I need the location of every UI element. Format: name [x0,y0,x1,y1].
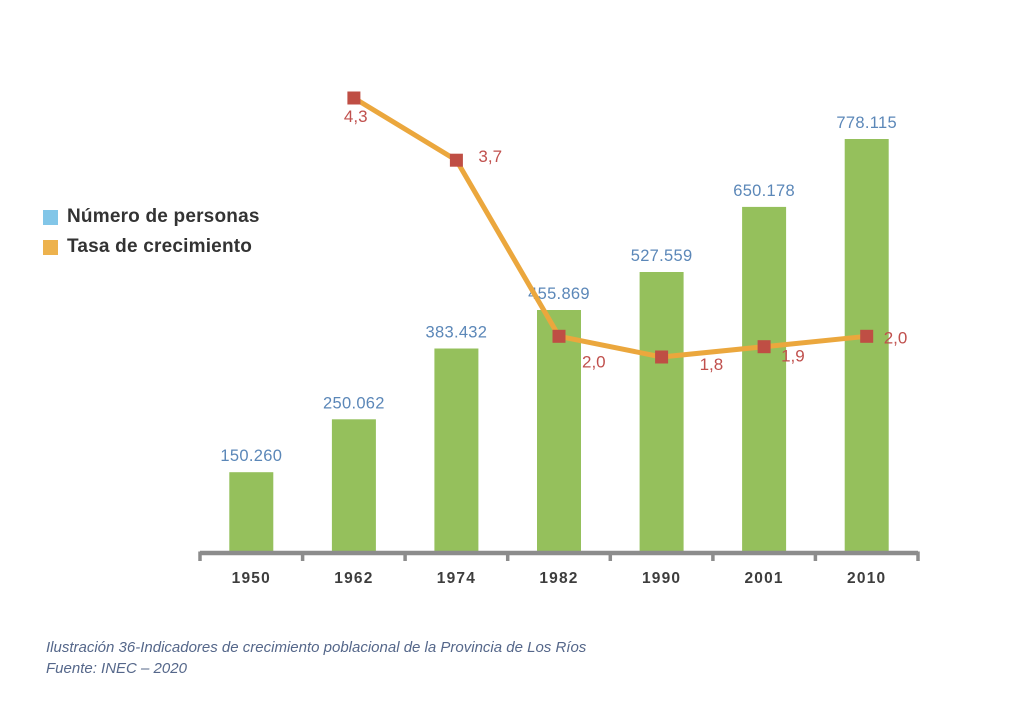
growth-rate-marker-2010 [860,329,874,343]
bar-2010 [844,139,889,552]
growth-rate-line [351,95,870,360]
growth-rate-label-1974: 3,7 [478,147,502,166]
legend-item-tasa: Tasa de crecimiento [43,236,260,258]
caption-title: Ilustración 36-Indicadores de crecimient… [46,639,587,656]
bar-value-label-1990: 527.559 [631,247,693,265]
caption-source: Fuente: INEC – 2020 [46,660,187,677]
growth-rate-marker-1990 [655,350,669,364]
x-axis-label-1950: 1950 [232,570,271,587]
growth-rate-label-1962: 4,3 [344,107,368,126]
bar-1990 [639,272,684,552]
bar-1974 [434,348,479,552]
growth-rate-label-2001: 1,9 [781,347,805,366]
x-axis-label-2010: 2010 [847,570,886,587]
figure-caption: Ilustración 36-Indicadores de crecimient… [46,637,586,679]
bar-1982 [537,310,581,552]
legend-label-personas: Número de personas [67,206,260,227]
legend-swatch-tasa-icon [43,239,58,255]
growth-rate-label-1982: 2,0 [582,352,606,371]
x-axis-label-1990: 1990 [642,570,681,587]
x-axis-label-1962: 1962 [334,570,373,587]
growth-rate-marker-1982 [552,329,566,343]
bar-value-label-2010: 778.115 [836,114,897,132]
bar-value-label-1962: 250.062 [323,394,385,412]
bar-2001 [742,206,787,552]
legend-item-personas: Número de personas [43,206,260,228]
bar-value-label-1950: 150.260 [220,447,282,465]
bar-1950 [229,472,274,552]
bar-value-label-1982: 455.869 [528,285,590,303]
growth-rate-label-2010: 2,0 [884,328,908,347]
bar-value-label-1974: 383.432 [426,324,488,342]
x-axis-label-1974: 1974 [437,570,476,587]
x-axis-label-2001: 2001 [744,570,783,587]
bar-value-label-2001: 650.178 [733,182,795,200]
bar-1962 [331,419,376,552]
x-axis-label-1982: 1982 [539,570,578,587]
chart-legend: Número de personas Tasa de crecimiento [43,206,260,258]
growth-rate-label-1990: 1,8 [700,355,724,374]
growth-rate-marker-1974 [449,153,463,167]
growth-rate-marker-2001 [757,340,771,354]
legend-swatch-personas-icon [43,209,58,225]
growth-rate-marker-1962 [347,91,361,105]
legend-label-tasa: Tasa de crecimiento [67,236,253,257]
